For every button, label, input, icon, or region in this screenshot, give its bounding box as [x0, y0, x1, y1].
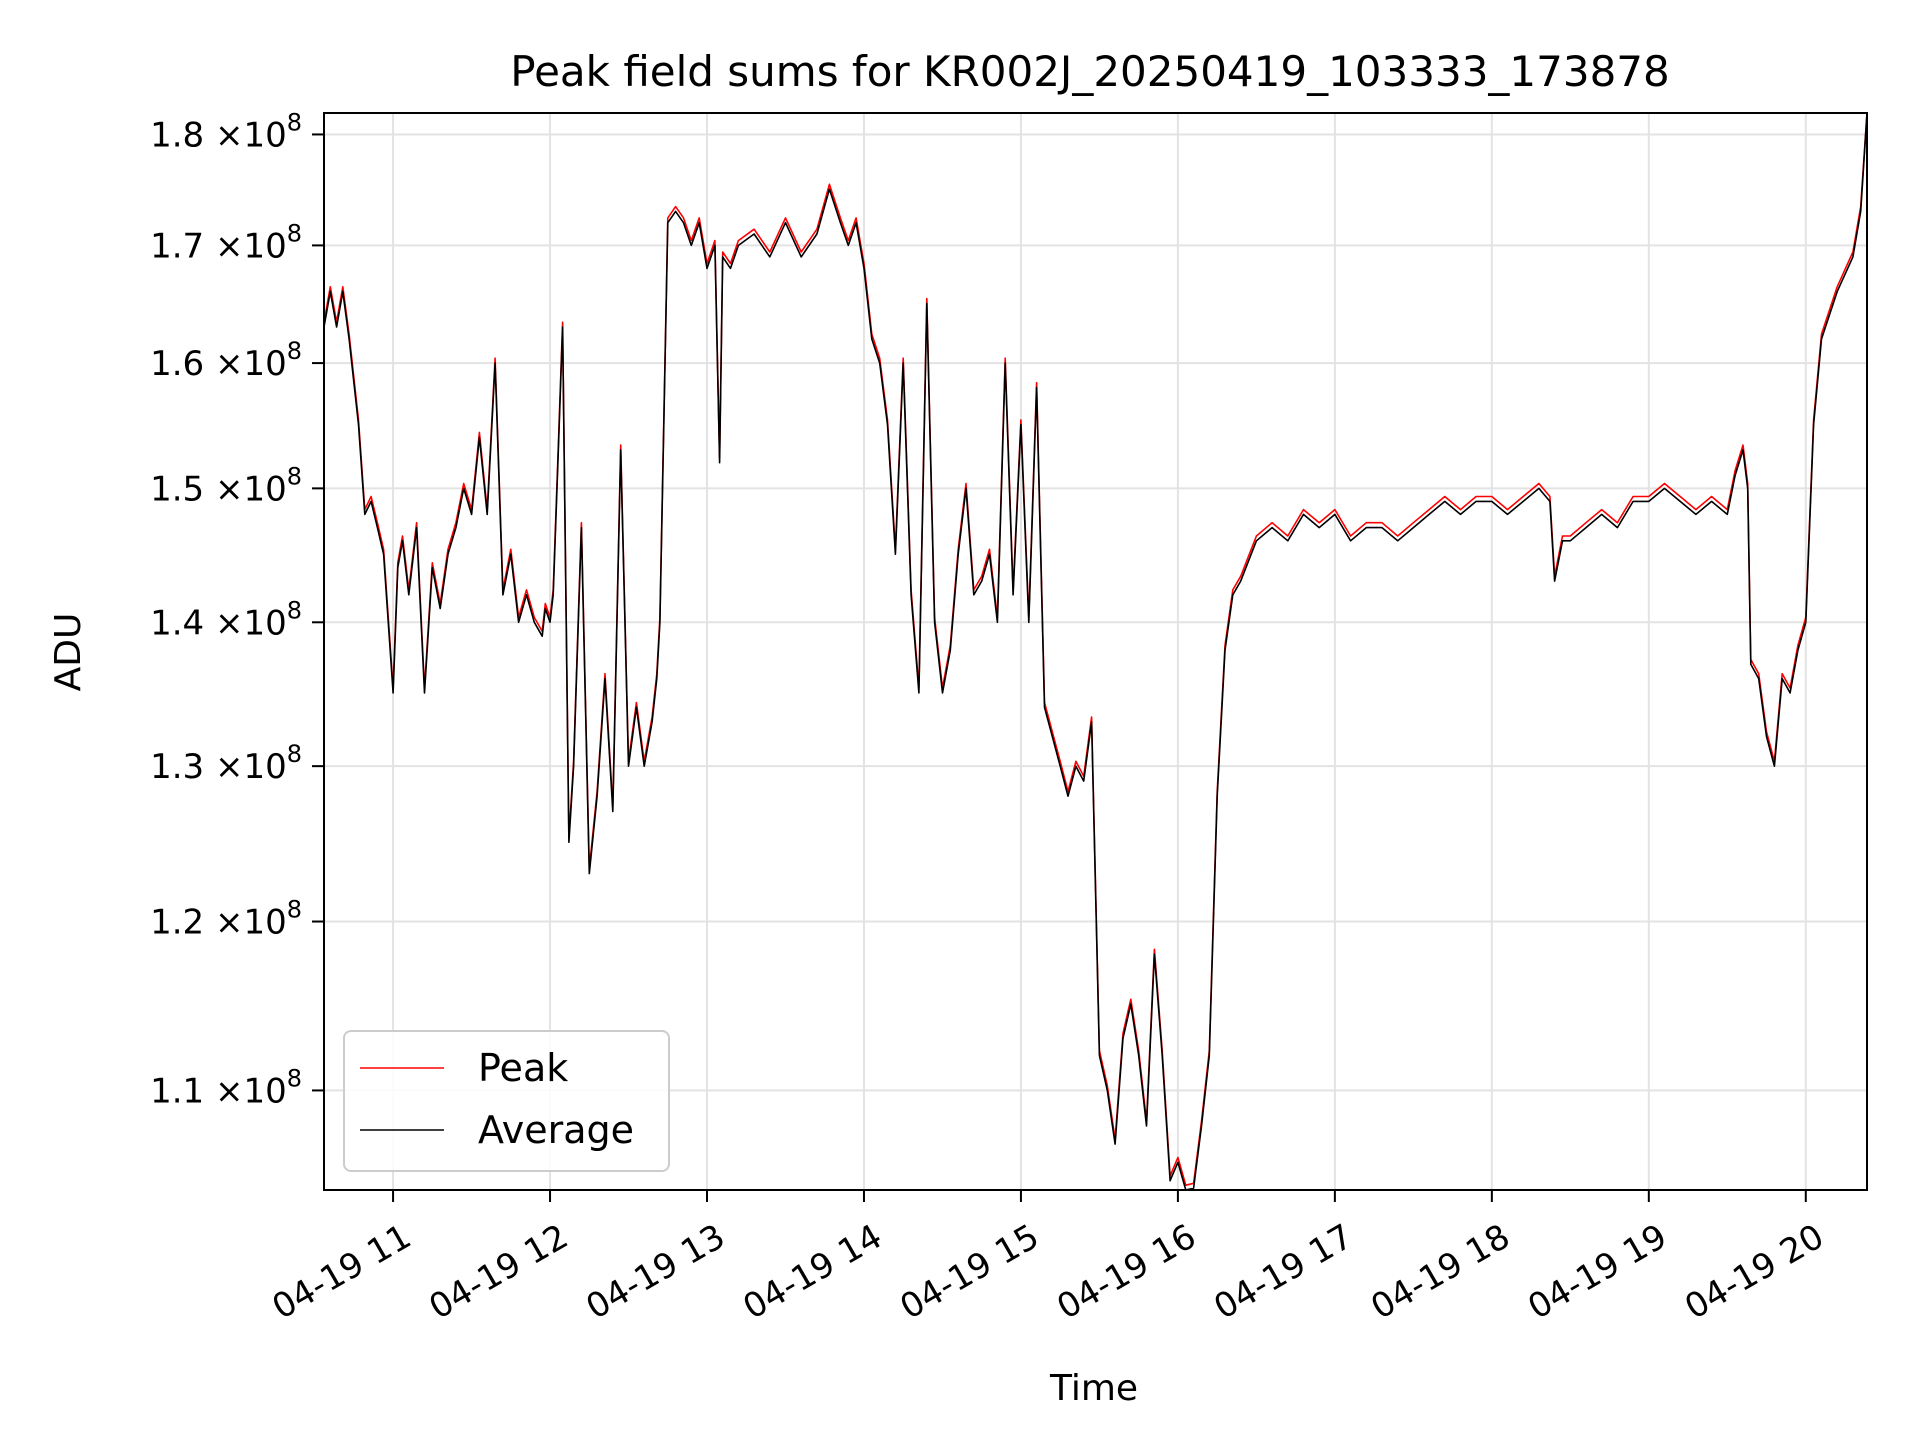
x-tick-label-9: 04-19 20	[1678, 1217, 1830, 1328]
x-tick-label-1: 04-19 12	[423, 1217, 575, 1328]
y-tick-label-0: 1.1 ×108	[150, 1064, 302, 1111]
x-tick-label-5: 04-19 16	[1050, 1217, 1202, 1328]
legend-peak-label: Peak	[478, 1046, 568, 1090]
grid-layer	[324, 113, 1867, 1190]
legend-box	[343, 1030, 670, 1172]
legend: Peak Average	[343, 1030, 670, 1172]
x-tick-label-0: 04-19 11	[266, 1217, 418, 1328]
y-tick-label-6: 1.7 ×108	[150, 219, 302, 266]
y-axis-ticks: 1.1 ×108 1.2 ×108 1.3 ×108 1.4 ×108 1.5 ×108…	[150, 108, 324, 1111]
y-tick-label-3: 1.4 ×108	[150, 596, 302, 643]
y-tick-label-1: 1.2 ×108	[150, 896, 302, 943]
x-tick-label-2: 04-19 13	[580, 1217, 732, 1328]
series-layer	[323, 112, 1868, 1191]
y-tick-label-5: 1.6 ×108	[150, 337, 302, 384]
x-axis-ticks: 04-19 11 04-19 12 04-19 13 04-19 14 04-19 15…	[266, 1190, 1831, 1328]
plot-area-frame	[323, 112, 1868, 1191]
y-tick-label-2: 1.3 ×108	[150, 740, 302, 787]
x-tick-label-8: 04-19 19	[1521, 1217, 1673, 1328]
series-line-peak	[323, 112, 1868, 1186]
y-tick-label-7: 1.8 ×108	[150, 108, 302, 155]
x-tick-label-3: 04-19 14	[736, 1217, 888, 1328]
series-line-average	[323, 112, 1868, 1191]
x-axis-label: Time	[1049, 1368, 1138, 1409]
chart-title: Peak field sums for KR002J_20250419_1033…	[510, 47, 1670, 96]
x-tick-label-7: 04-19 18	[1364, 1217, 1516, 1328]
y-axis-label: ADU	[48, 613, 89, 692]
legend-average-label: Average	[478, 1108, 634, 1152]
y-tick-label-4: 1.5 ×108	[150, 462, 302, 509]
x-tick-label-4: 04-19 15	[893, 1217, 1045, 1328]
x-tick-label-6: 04-19 17	[1207, 1217, 1359, 1328]
